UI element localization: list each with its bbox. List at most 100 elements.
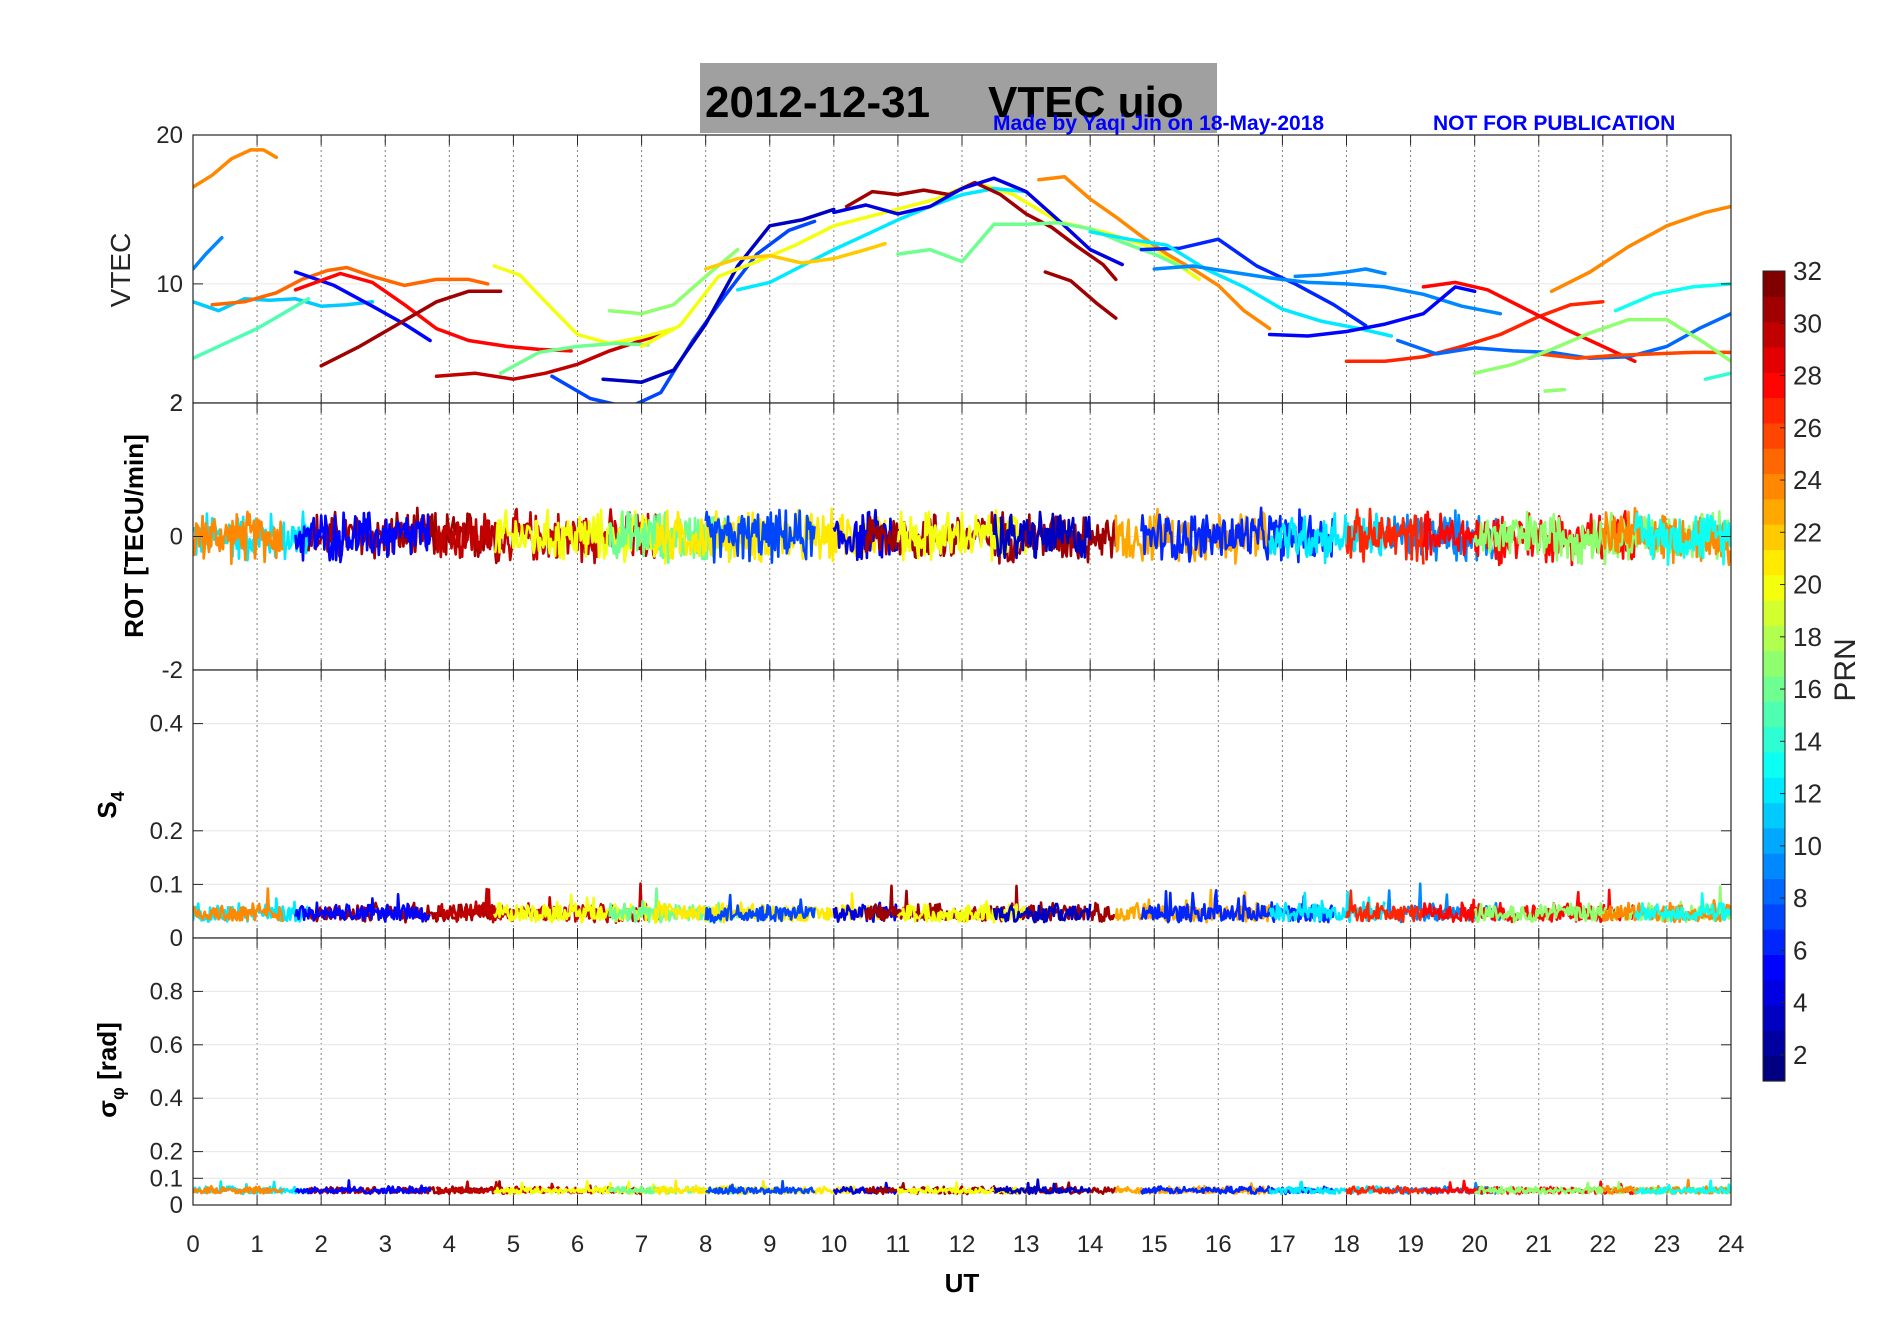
- x-tick-label: 12: [949, 1231, 976, 1258]
- vtec-series-prn-12: [1088, 230, 1394, 338]
- colorbar-bin: [1763, 346, 1785, 373]
- colorbar-tick-label: 16: [1793, 674, 1822, 704]
- colorbar-bin: [1763, 422, 1785, 449]
- rot-series-group: [193, 506, 1731, 567]
- s4-band-prn-7: [704, 893, 816, 924]
- rot-band-prn-13: [1633, 511, 1731, 566]
- s4-band-prn-6: [1140, 889, 1335, 924]
- colorbar-bin: [1763, 296, 1785, 323]
- vtec-series-prn-28: [1421, 280, 1637, 364]
- rot-band-prn-3: [992, 510, 1092, 560]
- vtec-series-prn-8: [1396, 311, 1731, 361]
- x-tick-label: 22: [1589, 1231, 1616, 1258]
- vtec-series-prn-14: [1703, 371, 1731, 381]
- x-tick-label: 24: [1718, 1231, 1745, 1258]
- vtec-series-prn-3: [601, 207, 836, 384]
- colorbar-bin: [1763, 726, 1785, 753]
- s4-band-prn-3: [992, 902, 1092, 924]
- x-tick-label: 20: [1461, 1231, 1488, 1258]
- vtec-series-prn-4: [832, 176, 1124, 267]
- vtec-series-prn-17: [1543, 387, 1567, 393]
- colorbar-bin: [1763, 549, 1785, 576]
- rot-panel: ROT [TECU/min] -2 0 2: [119, 390, 1732, 684]
- rot-band-prn-5: [294, 511, 432, 564]
- x-tick-label: 16: [1205, 1231, 1232, 1258]
- vtec-series-prn-11: [193, 297, 375, 313]
- vtec-series-prn-24: [1549, 204, 1731, 294]
- vtec-panel: VTEC 2 10 20: [105, 122, 1732, 417]
- colorbar-bin: [1763, 625, 1785, 652]
- colorbar-bin: [1763, 853, 1785, 880]
- colorbar-bin: [1763, 1055, 1785, 1082]
- colorbar-bin: [1763, 676, 1785, 702]
- s4-ylabel: S4: [92, 791, 128, 818]
- vtec-series-prn-24: [1037, 174, 1272, 331]
- sigma-ytick-label: 0.1: [150, 1165, 183, 1192]
- sigma-band-prn-13: [1633, 1179, 1731, 1196]
- colorbar-bin: [1763, 929, 1785, 956]
- colorbar-frame: [1762, 270, 1786, 1082]
- colorbar-label: PRN: [1829, 638, 1862, 701]
- x-tick-label: 1: [250, 1231, 263, 1258]
- x-tick-label: 7: [635, 1231, 648, 1258]
- sigma-band-prn-5: [294, 1179, 432, 1195]
- x-tick-label: 2: [314, 1231, 327, 1258]
- rot-ytick-label: -2: [162, 657, 183, 684]
- rot-band-prn-6: [1140, 506, 1335, 564]
- sigma-band-prn-24: [193, 1184, 284, 1195]
- vtec-ylabel: VTEC: [105, 233, 136, 308]
- x-tick-label: 6: [571, 1231, 584, 1258]
- colorbar-tick-label: 14: [1793, 726, 1822, 756]
- colorbar-tick-label: 6: [1793, 935, 1807, 965]
- s4-panel: S4 0 0.1 0.2 0.4: [92, 669, 1732, 952]
- s4-band-prn-27: [1345, 889, 1424, 923]
- colorbar-bin: [1763, 473, 1785, 500]
- vtec-series-prn-27: [1344, 300, 1605, 364]
- vtec-series-prn-25: [210, 265, 490, 307]
- colorbar-bin: [1763, 1005, 1785, 1031]
- title-name: VTEC uio: [988, 78, 1184, 127]
- vtec-series-prn-9: [1293, 267, 1387, 279]
- x-tick-label: 14: [1077, 1231, 1104, 1258]
- colorbar-bin: [1763, 372, 1785, 399]
- vtec-ytick-label: 2: [170, 390, 183, 417]
- colorbar-bin: [1763, 701, 1785, 728]
- vtec-series-prn-28: [293, 271, 573, 353]
- x-tick-label: 17: [1269, 1231, 1296, 1258]
- s4-band-prn-13: [1633, 892, 1731, 923]
- vtec-series-prn-12: [735, 186, 1028, 292]
- sigma-band-prn-12: [1268, 1180, 1387, 1196]
- sigma-band-prn-7: [704, 1179, 816, 1195]
- colorbar-tick-label: 32: [1793, 256, 1822, 286]
- x-tick-label: 11: [885, 1231, 910, 1258]
- vtec-series-prn-31: [319, 289, 503, 368]
- colorbar-bin: [1763, 954, 1785, 981]
- vtec-series-prn-17: [607, 247, 740, 316]
- colorbar-tick-label: 30: [1793, 308, 1822, 338]
- vtec-series-prn-24: [193, 148, 279, 189]
- colorbar-bin: [1763, 397, 1785, 424]
- s4-band-prn-24: [193, 887, 284, 923]
- vtec-series-prn-20: [492, 264, 676, 346]
- s4-plot-area: [193, 670, 1731, 938]
- colorbar-bin: [1763, 827, 1785, 854]
- colorbar-tick-label: 24: [1793, 465, 1822, 495]
- rot-band-prn-7: [704, 508, 816, 564]
- colorbar-tick-label: 10: [1793, 831, 1822, 861]
- colorbar-tick-label: 22: [1793, 517, 1822, 547]
- s4-ytick-label: 0.2: [150, 818, 183, 845]
- s4-ytick-label: 0.4: [150, 711, 183, 738]
- s4-series-group: [193, 882, 1731, 925]
- sigma-ytick-label: 0.8: [150, 978, 183, 1005]
- colorbar-bin: [1763, 321, 1785, 348]
- rot-band-prn-28: [1422, 510, 1637, 567]
- sigma-ytick-label: 0: [170, 1192, 183, 1219]
- colorbar-bin: [1763, 498, 1785, 525]
- vtec-series-prn-30: [434, 332, 663, 381]
- colorbar-tick-label: 4: [1793, 988, 1807, 1018]
- colorbar-tick-label: 18: [1793, 622, 1822, 652]
- rot-ylabel: ROT [TECU/min]: [119, 434, 149, 638]
- vtec-ytick-label: 10: [156, 271, 183, 298]
- title-banner: [700, 63, 1217, 133]
